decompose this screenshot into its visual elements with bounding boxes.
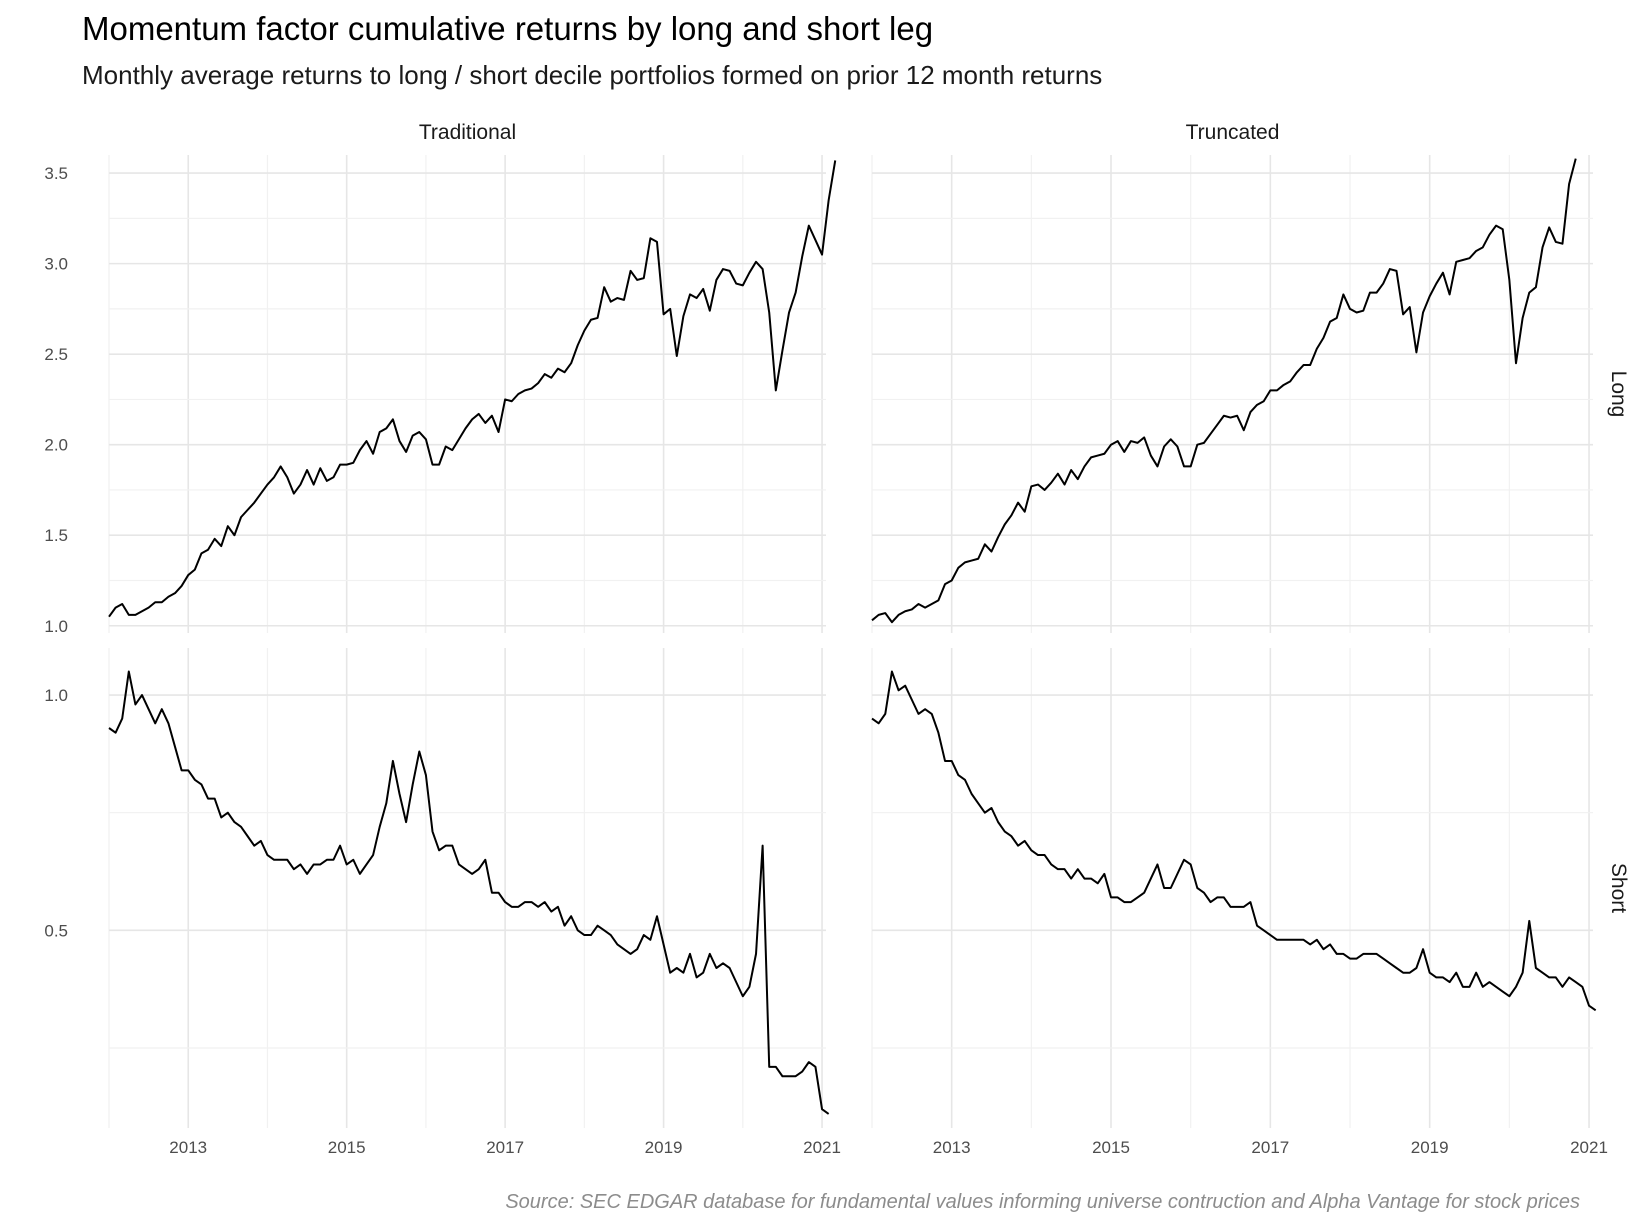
- chart-subtitle: Monthly average returns to long / short …: [82, 60, 1103, 90]
- panel-grid-short-traditional: [108, 648, 826, 1128]
- x-tick-label: 2015: [1092, 1138, 1130, 1157]
- y-tick-label: 1.0: [44, 617, 68, 636]
- y-tick-label: 2.0: [44, 436, 68, 455]
- row-strip-label-long: Long: [1607, 371, 1630, 418]
- x-tick-label: 2015: [328, 1138, 366, 1157]
- column-strip-label-truncated: Truncated: [1186, 121, 1280, 144]
- y-tick-label: 3.0: [44, 255, 68, 274]
- chart-title: Momentum factor cumulative returns by lo…: [82, 10, 934, 47]
- x-tick-label: 2019: [1411, 1138, 1449, 1157]
- x-tick-label: 2017: [1251, 1138, 1289, 1157]
- panel-grid-long-traditional: [108, 155, 826, 633]
- x-tick-label: 2019: [645, 1138, 683, 1157]
- x-tick-label: 2021: [1570, 1138, 1608, 1157]
- column-strip-label-traditional: Traditional: [419, 121, 516, 144]
- series-line-short-truncated: [871, 670, 1597, 1012]
- series-line-short-traditional: [108, 670, 830, 1115]
- y-tick-label: 2.5: [44, 345, 68, 364]
- x-tick-label: 2021: [803, 1138, 841, 1157]
- y-tick-label: 1.0: [44, 686, 68, 705]
- y-tick-label: 0.5: [44, 921, 68, 940]
- series-line-long-truncated: [871, 158, 1577, 624]
- x-tick-label: 2017: [486, 1138, 524, 1157]
- y-tick-label: 3.5: [44, 164, 68, 183]
- x-tick-label: 2013: [169, 1138, 207, 1157]
- panel-grid-long-truncated: [871, 155, 1593, 633]
- y-tick-label: 1.5: [44, 526, 68, 545]
- x-tick-label: 2013: [933, 1138, 971, 1157]
- series-line-long-traditional: [108, 160, 837, 618]
- chart-caption: Source: SEC EDGAR database for fundament…: [505, 1191, 1580, 1213]
- row-strip-label-short: Short: [1607, 863, 1630, 913]
- panel-grid-short-truncated: [871, 648, 1593, 1128]
